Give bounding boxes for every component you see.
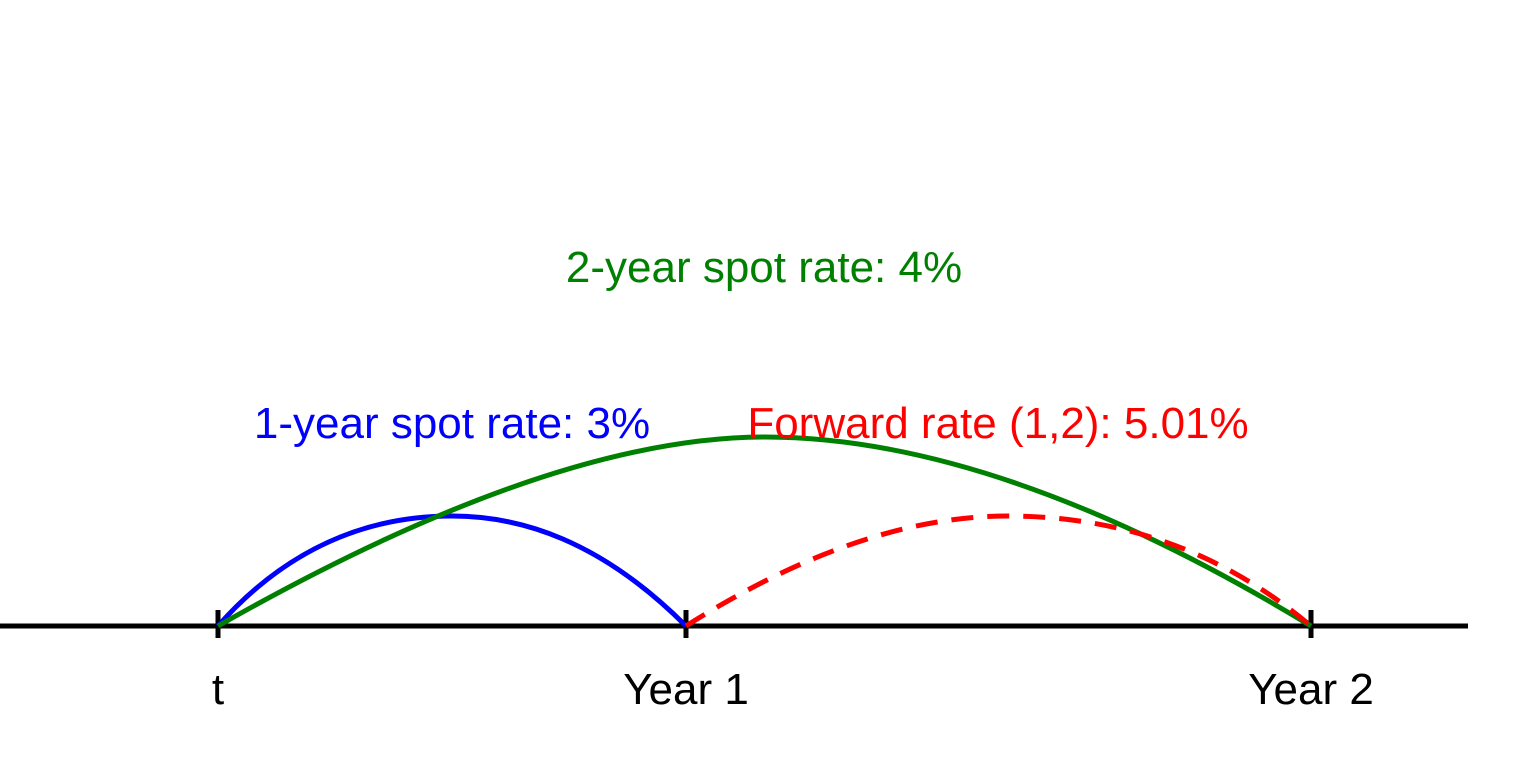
forward-rate-arc xyxy=(684,513,1313,629)
two-year-spot-rate-label: 2-year spot rate: 4% xyxy=(566,243,962,292)
one-year-spot-arc xyxy=(216,513,688,628)
two-year-spot-arc xyxy=(216,434,1313,629)
tick-label-year-2: Year 2 xyxy=(1248,665,1374,714)
forward-rate-label: Forward rate (1,2): 5.01% xyxy=(747,399,1248,448)
tick-label-t: t xyxy=(212,665,224,714)
one-year-spot-rate-label: 1-year spot rate: 3% xyxy=(254,399,650,448)
tick-label-year-1: Year 1 xyxy=(623,665,749,714)
